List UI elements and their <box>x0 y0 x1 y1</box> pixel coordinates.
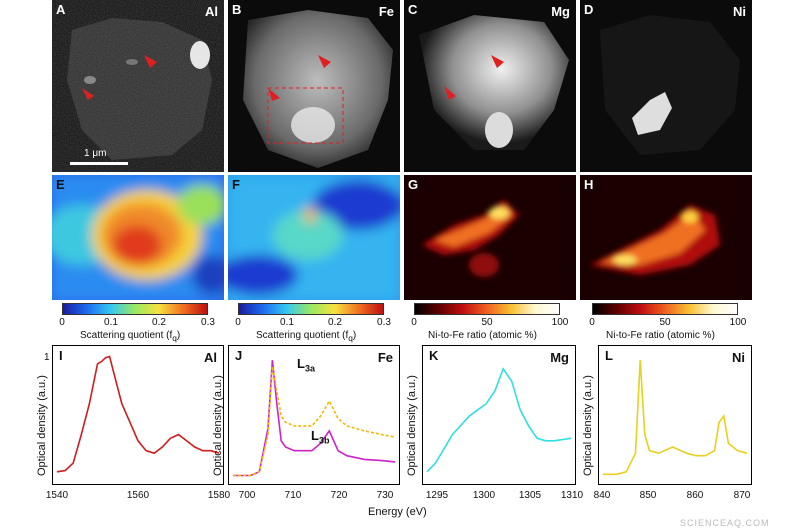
x-tick: 720 <box>330 490 348 501</box>
colorbar-tick: 0 <box>235 317 241 328</box>
x-tick: 1580 <box>207 490 231 501</box>
panel-letter: I <box>59 348 63 363</box>
colorbar-tick: 0.2 <box>328 317 342 328</box>
panel-letter: G <box>408 177 419 192</box>
spectrum-line-al <box>56 355 220 473</box>
y-axis-label: Optical density (a.u.) <box>406 375 418 476</box>
spectrum-plot-mg <box>426 367 572 473</box>
panel-letter: B <box>232 2 242 17</box>
spectrum-line-ni <box>603 360 748 476</box>
x-tick: 1560 <box>126 490 150 501</box>
x-tick: 1295 <box>425 490 449 501</box>
x-tick: 1305 <box>518 490 542 501</box>
colorbar-tick: 0.3 <box>377 317 391 328</box>
colorbar-scattering-e <box>62 303 208 315</box>
scale-bar <box>70 162 128 165</box>
colorbar-tick: 50 <box>659 317 671 328</box>
y-tick: 1 <box>44 352 50 363</box>
colorbar-tick: 0 <box>411 317 417 328</box>
spectrum-panel-fe: J Fe L3a L3b <box>228 345 400 485</box>
panel-letter: D <box>584 2 594 17</box>
x-axis-label: Energy (eV) <box>368 506 427 518</box>
y-axis-label: Optical density (a.u.) <box>582 375 594 476</box>
spectrum-plot-fe <box>233 360 396 477</box>
element-label: Ni <box>733 4 746 19</box>
scale-bar-label: 1 μm <box>84 148 107 159</box>
x-tick: 860 <box>686 490 704 501</box>
colorbar-scattering-f <box>238 303 384 315</box>
colorbar-tick: 0.3 <box>201 317 215 328</box>
colorbar-tick: 0 <box>589 317 595 328</box>
x-tick: 1540 <box>45 490 69 501</box>
panel-letter: H <box>584 177 594 192</box>
x-tick: 850 <box>639 490 657 501</box>
x-tick: 840 <box>593 490 611 501</box>
spectrum-plot-al <box>56 355 220 473</box>
panel-letter: E <box>56 177 65 192</box>
image-panel-mg: C Mg <box>404 0 576 172</box>
panel-letter: K <box>429 348 439 363</box>
peak-label-l3b: L3b <box>311 428 330 446</box>
spectrum-panel-ni: L Ni <box>598 345 752 485</box>
spectrum-panel-al: I Al <box>52 345 224 485</box>
colorbar-title: Ni-to-Fe ratio (atomic %) <box>606 330 715 341</box>
colorbar-tick: 0.2 <box>152 317 166 328</box>
x-tick: 1310 <box>560 490 584 501</box>
element-label: Mg <box>550 350 569 365</box>
map-panel-f: F <box>228 175 400 300</box>
map-panel-e: E <box>52 175 224 300</box>
map-panel-h: H <box>580 175 752 300</box>
colorbar-tick: 0.1 <box>104 317 118 328</box>
colorbar-tick: 100 <box>729 317 747 328</box>
colorbar-ratio-g <box>414 303 560 315</box>
panel-letter: F <box>232 177 240 192</box>
colorbar-tick: 50 <box>481 317 493 328</box>
watermark: SCIENCEAQ.COM <box>680 518 770 528</box>
map-panel-g: G <box>404 175 576 300</box>
y-axis-label: Optical density (a.u.) <box>212 375 224 476</box>
image-panel-al: A Al 1 μm <box>52 0 224 172</box>
x-tick: 730 <box>376 490 394 501</box>
colorbar-tick: 0.1 <box>280 317 294 328</box>
spectrum-line-mg <box>426 367 572 473</box>
spectrum-plot-ni <box>603 360 748 476</box>
element-label: Mg <box>551 4 570 19</box>
colorbar-title: Scattering quotient (fq) <box>256 330 357 343</box>
colorbar-tick: 0 <box>59 317 65 328</box>
colorbar-ratio-h <box>592 303 738 315</box>
x-tick: 1300 <box>472 490 496 501</box>
colorbar-title: Scattering quotient (fq) <box>80 330 181 343</box>
y-axis-label: Optical density (a.u.) <box>36 375 48 476</box>
peak-label-l3a: L3a <box>297 356 315 374</box>
element-label: Fe <box>378 4 394 19</box>
image-panel-ni: D Ni <box>580 0 752 172</box>
element-label: Al <box>204 350 217 365</box>
panel-letter: A <box>56 2 66 17</box>
panel-letter: C <box>408 2 418 17</box>
x-tick: 700 <box>238 490 256 501</box>
colorbar-tick: 100 <box>551 317 569 328</box>
element-label: Fe <box>377 350 393 365</box>
x-tick: 870 <box>733 490 751 501</box>
x-tick: 710 <box>284 490 302 501</box>
element-label: Al <box>205 4 218 19</box>
panel-letter: J <box>235 348 243 363</box>
colorbar-title: Ni-to-Fe ratio (atomic %) <box>428 330 537 341</box>
spectrum-panel-mg: K Mg <box>422 345 576 485</box>
element-label: Ni <box>732 350 745 365</box>
image-panel-fe: B Fe <box>228 0 400 172</box>
spectrum-line-fe-solid <box>233 360 396 477</box>
panel-letter: L <box>605 348 613 363</box>
